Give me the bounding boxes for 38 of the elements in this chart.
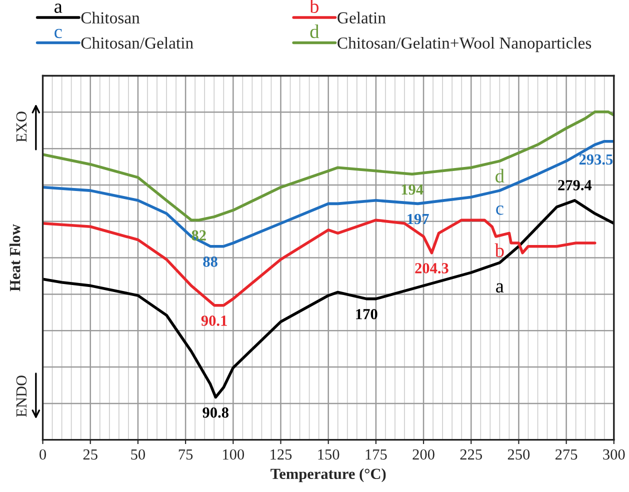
annotation: 197 (408, 214, 429, 224)
y-axis-title: Heat Flow (9, 224, 20, 292)
legend-label: Chitosan/Gelatin (81, 36, 194, 49)
text: ENDO (16, 376, 27, 417)
x-tick-label: 75 (178, 449, 193, 460)
x-axis-title: Temperature (°C) (270, 468, 386, 482)
annotation: 90.8 (202, 407, 228, 418)
text: EXO (16, 112, 27, 142)
annotation: 82 (192, 230, 206, 241)
legend-label: Gelatin (338, 12, 386, 24)
annotation: 170 (356, 308, 378, 320)
annotation: c (496, 206, 504, 215)
annotation: b (494, 243, 504, 258)
annotation: 88 (203, 256, 218, 267)
legend-label: Chitosan/Gelatin+Wool Nanoparticles (338, 36, 592, 52)
annotation: d (496, 168, 504, 183)
annotation: 279.4 (558, 180, 592, 190)
text: c (54, 28, 62, 38)
annotation: 204.3 (415, 263, 448, 274)
x-tick-label: 125 (270, 449, 292, 460)
x-tick-label: 250 (508, 449, 530, 460)
x-tick-label: 175 (366, 449, 387, 460)
x-tick-label: 25 (83, 449, 98, 460)
annotation: 194 (402, 184, 424, 195)
x-tick-label: 200 (412, 449, 434, 460)
annotation: a (496, 283, 504, 293)
x-tick-label: 100 (223, 449, 244, 460)
x-tick-label: 275 (556, 449, 578, 460)
x-tick-label: 0 (40, 449, 46, 460)
x-tick-label: 150 (318, 449, 340, 460)
text: a (54, 4, 62, 13)
legend-label: Chitosan (81, 12, 140, 24)
x-tick-label: 50 (131, 449, 146, 460)
x-tick-label: 225 (460, 449, 482, 460)
annotation: 293.5 (579, 154, 613, 165)
text: d (310, 24, 320, 38)
annotation: 90.1 (201, 316, 227, 326)
x-tick-label: 300 (603, 449, 625, 460)
